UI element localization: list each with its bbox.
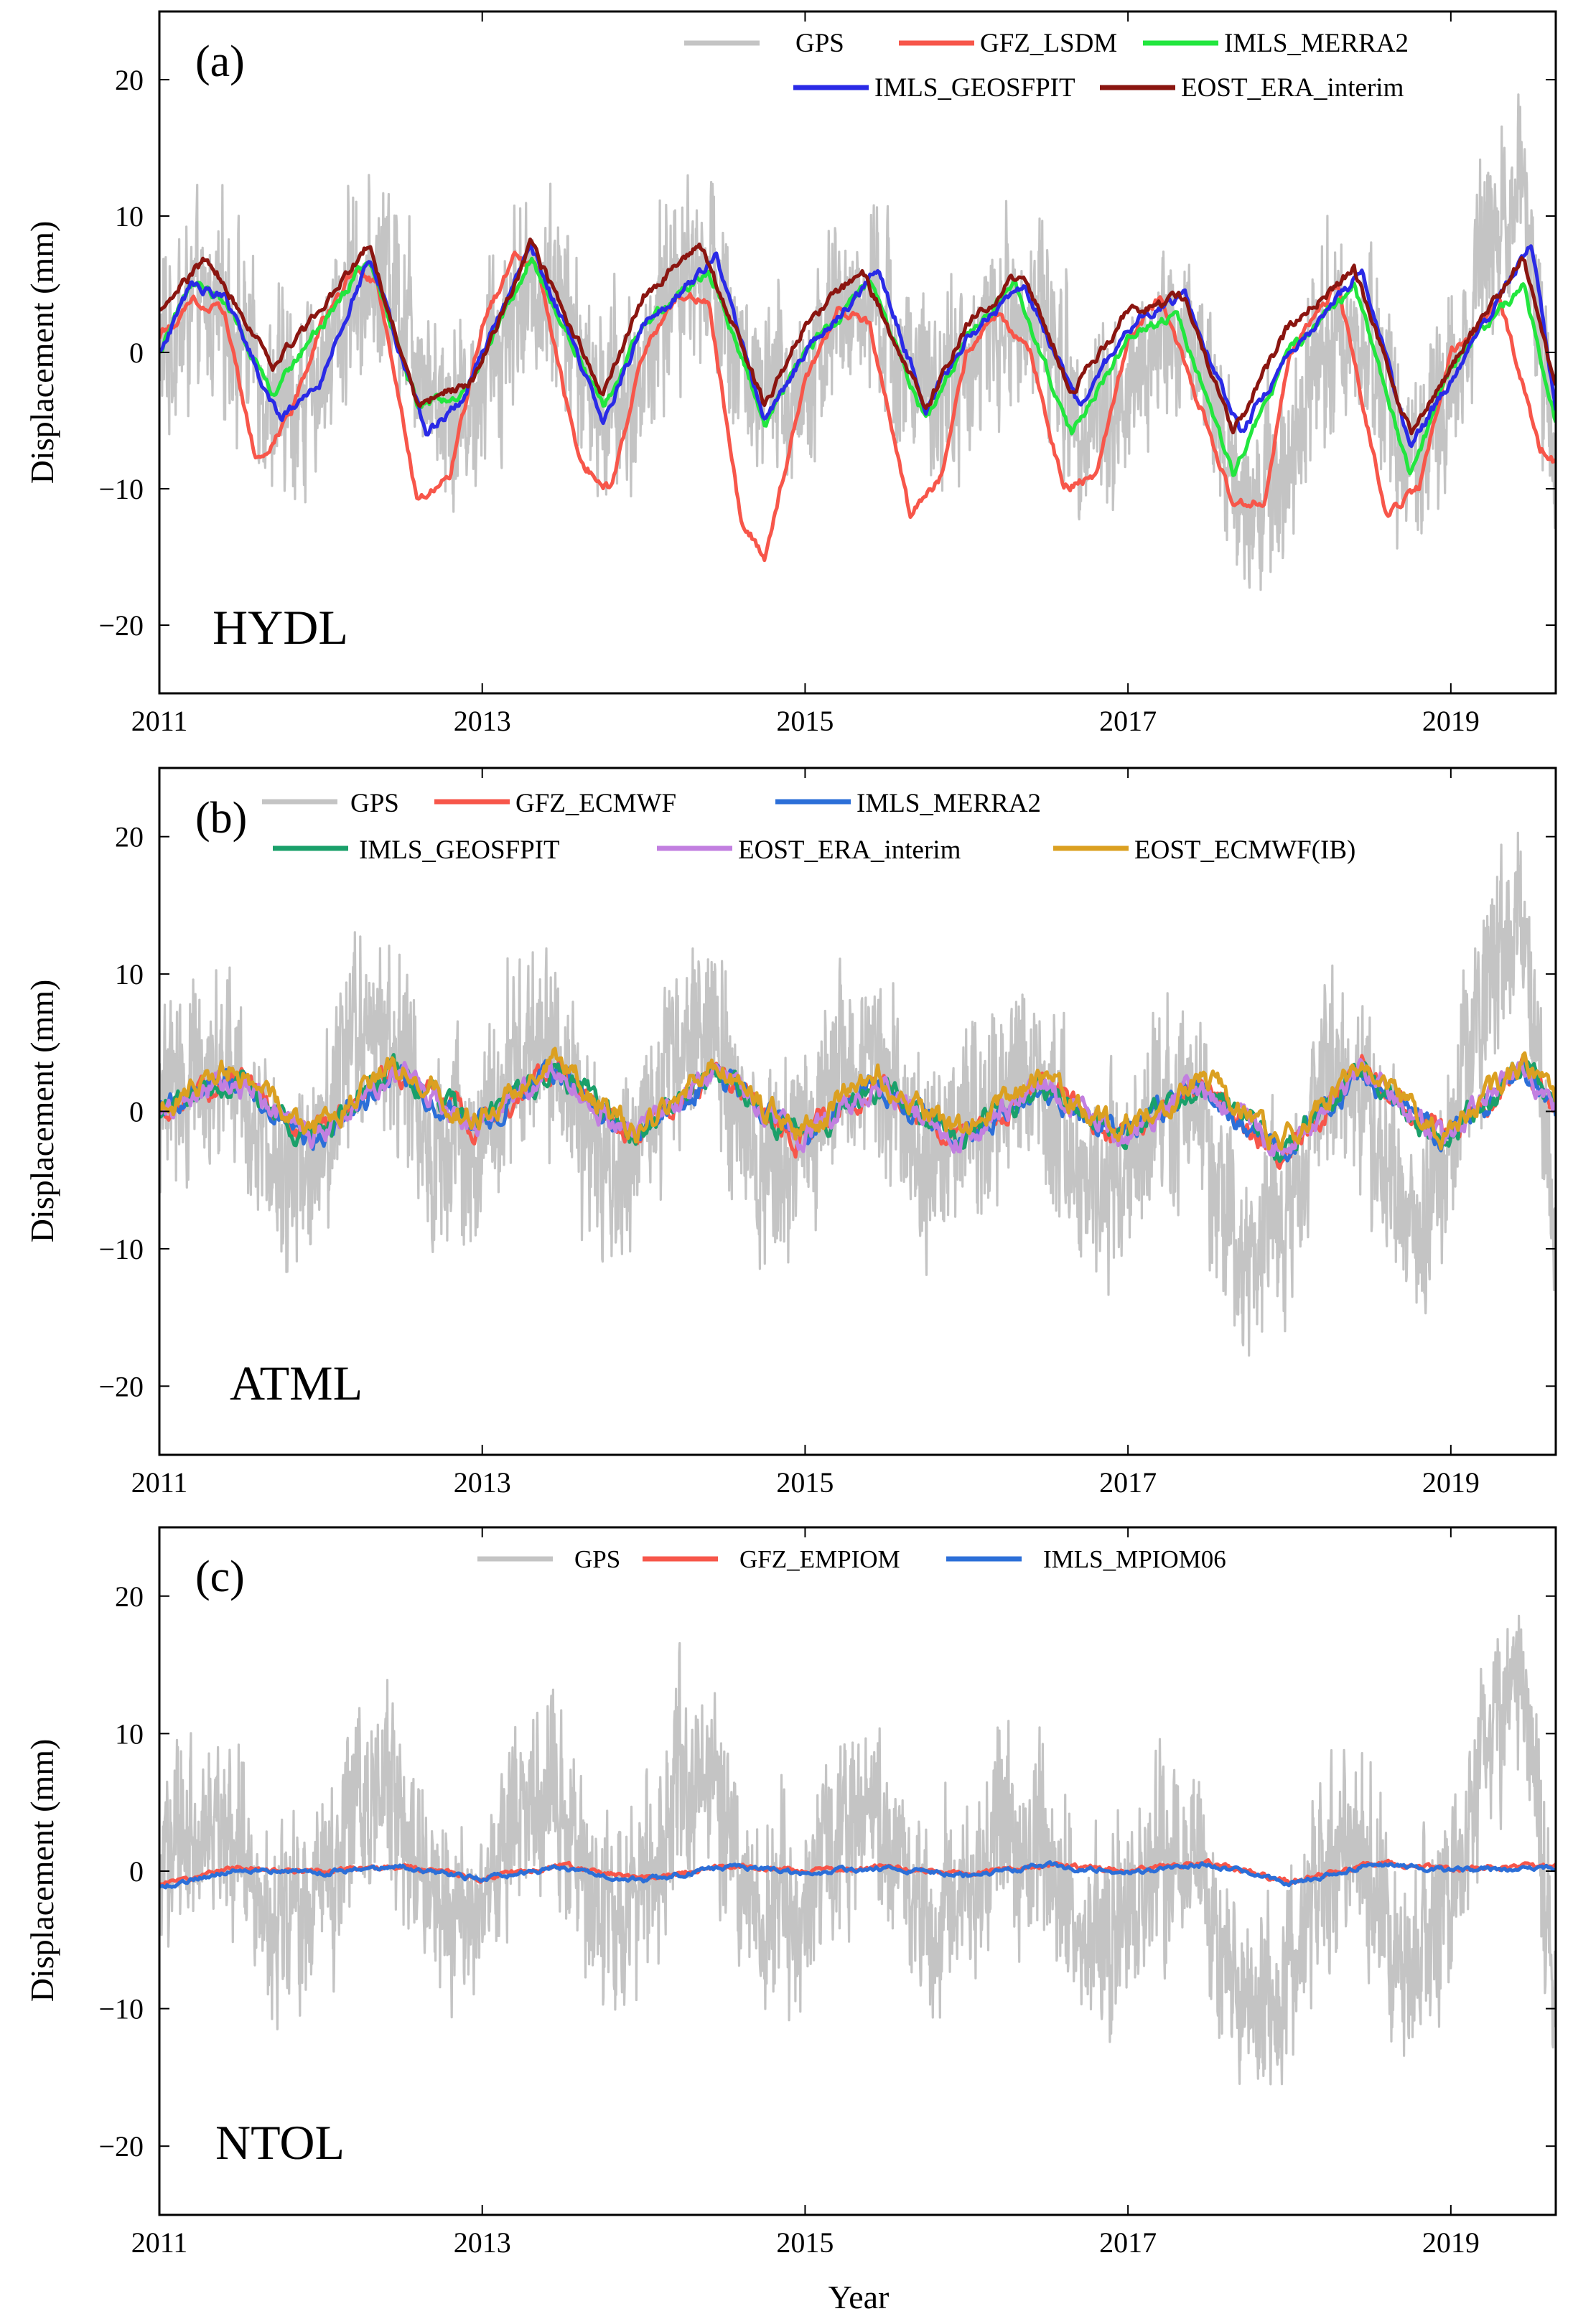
svg-text:GFZ_ECMWF: GFZ_ECMWF xyxy=(515,789,676,818)
y-tick-label: −20 xyxy=(98,2130,144,2163)
panel-a-ylabel: Displacement (mm) xyxy=(24,221,60,484)
y-tick-label: −20 xyxy=(98,609,144,642)
y-tick-label: 10 xyxy=(115,200,144,233)
panel-a-axes: 2011 2013 2015 2017 2019 −20 −10 0 10 20 xyxy=(98,11,1556,737)
panel-c: 2011 2013 2015 2017 2019 −20 −10 0 10 20 (c) NTOL… xyxy=(24,1526,1557,2315)
x-tick-label: 2017 xyxy=(1099,1466,1157,1499)
series-eost-era-interim xyxy=(159,237,1556,436)
legend-b-gfz-ecmwf: GFZ_ECMWF xyxy=(434,789,676,818)
panel-b-legend: GPS GFZ_ECMWF IMLS_MERRA2 IMLS_GEOSFPIT … xyxy=(262,789,1355,865)
svg-text:GFZ_EMPIOM: GFZ_EMPIOM xyxy=(739,1545,900,1573)
svg-text:IMLS_GEOSFPIT: IMLS_GEOSFPIT xyxy=(874,73,1075,103)
legend-b-eost-era-interim: EOST_ERA_interim xyxy=(657,835,961,865)
series-gfz-lsdm xyxy=(159,250,1556,563)
panel-b-axes: 2011 2013 2015 2017 2019 −20 −10 0 10 20 xyxy=(98,768,1556,1499)
svg-text:EOST_ERA_interim: EOST_ERA_interim xyxy=(1181,73,1404,103)
svg-text:GPS: GPS xyxy=(795,29,844,58)
y-tick-label: −10 xyxy=(98,1993,144,2025)
x-tick-label: 2019 xyxy=(1422,2226,1480,2259)
x-tick-label: 2019 xyxy=(1422,705,1480,737)
y-tick-label: 0 xyxy=(129,1855,144,1888)
panel-c-tag: (c) xyxy=(195,1552,245,1601)
panel-c-ylabel: Displacement (mm) xyxy=(24,1739,60,2002)
svg-text:IMLS_MERRA2: IMLS_MERRA2 xyxy=(856,789,1041,818)
y-tick-label: −10 xyxy=(98,1233,144,1265)
x-tick-label: 2013 xyxy=(454,2226,511,2259)
y-tick-label: −20 xyxy=(98,1370,144,1402)
x-tick-label: 2013 xyxy=(454,705,511,737)
panel-b-ylabel: Displacement (mm) xyxy=(24,980,60,1243)
y-tick-label: 0 xyxy=(129,337,144,369)
panel-c-series-group xyxy=(159,1614,1556,2086)
panel-c-name: NTOL xyxy=(215,2115,345,2170)
series-gps xyxy=(159,93,1556,591)
svg-text:IMLS_GEOSFPIT: IMLS_GEOSFPIT xyxy=(359,835,560,865)
x-tick-label: 2015 xyxy=(776,2226,834,2259)
y-tick-label: 10 xyxy=(115,958,144,990)
series-gfz-ecmwf xyxy=(159,1054,1556,1170)
panel-a-series-group xyxy=(159,93,1556,591)
x-tick-label: 2011 xyxy=(131,1466,188,1499)
y-tick-label: 20 xyxy=(115,64,144,96)
legend-a-gfz-lsdm: GFZ_LSDM xyxy=(899,29,1117,58)
panel-b-series-group xyxy=(159,831,1556,1357)
legend-c-gps: GPS xyxy=(477,1545,620,1573)
panel-b-tag: (b) xyxy=(195,794,247,843)
series-imls-mpiom06 xyxy=(159,1860,1556,1890)
svg-text:GFZ_LSDM: GFZ_LSDM xyxy=(980,29,1117,58)
series-eost-ecmwf-ib- xyxy=(159,1046,1556,1151)
svg-text:IMLS_MPIOM06: IMLS_MPIOM06 xyxy=(1043,1545,1226,1573)
y-tick-label: 20 xyxy=(115,821,144,853)
panel-c-legend: GPS GFZ_EMPIOM IMLS_MPIOM06 xyxy=(477,1545,1226,1573)
legend-b-gps: GPS xyxy=(262,789,399,818)
legend-b-imls-merra2: IMLS_MERRA2 xyxy=(775,789,1041,818)
series-gps xyxy=(159,1614,1556,2086)
x-tick-label: 2015 xyxy=(776,1466,834,1499)
legend-a-imls-merra2: IMLS_MERRA2 xyxy=(1143,29,1409,58)
legend-b-imls-geosfpit: IMLS_GEOSFPIT xyxy=(273,835,560,865)
svg-text:GPS: GPS xyxy=(350,789,399,818)
series-eost-era-interim xyxy=(159,1057,1556,1157)
panel-b: 2011 2013 2015 2017 2019 −20 −10 0 10 20 (b) ATML… xyxy=(24,767,1557,1499)
x-tick-label: 2013 xyxy=(454,1466,511,1499)
legend-c-imls-mpiom06: IMLS_MPIOM06 xyxy=(946,1545,1226,1573)
panel-a-name: HYDL xyxy=(213,600,348,655)
panel-b-name: ATML xyxy=(230,1356,363,1410)
panel-a-legend: GPS GFZ_LSDM IMLS_MERRA2 IMLS_GEOSFPIT E… xyxy=(684,29,1409,103)
svg-text:EOST_ECMWF(IB): EOST_ECMWF(IB) xyxy=(1134,835,1355,865)
legend-a-eost-era-interim: EOST_ERA_interim xyxy=(1100,73,1404,103)
x-tick-label: 2011 xyxy=(131,705,188,737)
panel-a-tag: (a) xyxy=(195,37,245,86)
x-tick-label: 2019 xyxy=(1422,1466,1480,1499)
x-tick-label: 2011 xyxy=(131,2226,188,2259)
svg-text:GPS: GPS xyxy=(574,1545,620,1573)
svg-text:IMLS_MERRA2: IMLS_MERRA2 xyxy=(1224,29,1409,58)
legend-a-gps: GPS xyxy=(684,29,844,58)
x-axis-title: Year xyxy=(828,2279,890,2315)
x-tick-label: 2017 xyxy=(1099,2226,1157,2259)
y-tick-label: 0 xyxy=(129,1096,144,1128)
y-tick-label: −10 xyxy=(98,473,144,505)
x-tick-label: 2015 xyxy=(776,705,834,737)
legend-a-imls-geosfpit: IMLS_GEOSFPIT xyxy=(793,73,1075,103)
x-tick-label: 2017 xyxy=(1099,705,1157,737)
y-tick-label: 10 xyxy=(115,1718,144,1750)
legend-c-gfz-empiom: GFZ_EMPIOM xyxy=(643,1545,900,1573)
panel-c-axes: 2011 2013 2015 2017 2019 −20 −10 0 10 20 xyxy=(98,1527,1556,2259)
legend-b-eost-ecmwf-ib: EOST_ECMWF(IB) xyxy=(1053,835,1355,865)
panel-a: 2011 2013 2015 2017 2019 −20 −10 0 10 20 (a) HYDL… xyxy=(24,10,1557,737)
svg-text:EOST_ERA_interim: EOST_ERA_interim xyxy=(738,835,961,865)
y-tick-label: 20 xyxy=(115,1580,144,1613)
